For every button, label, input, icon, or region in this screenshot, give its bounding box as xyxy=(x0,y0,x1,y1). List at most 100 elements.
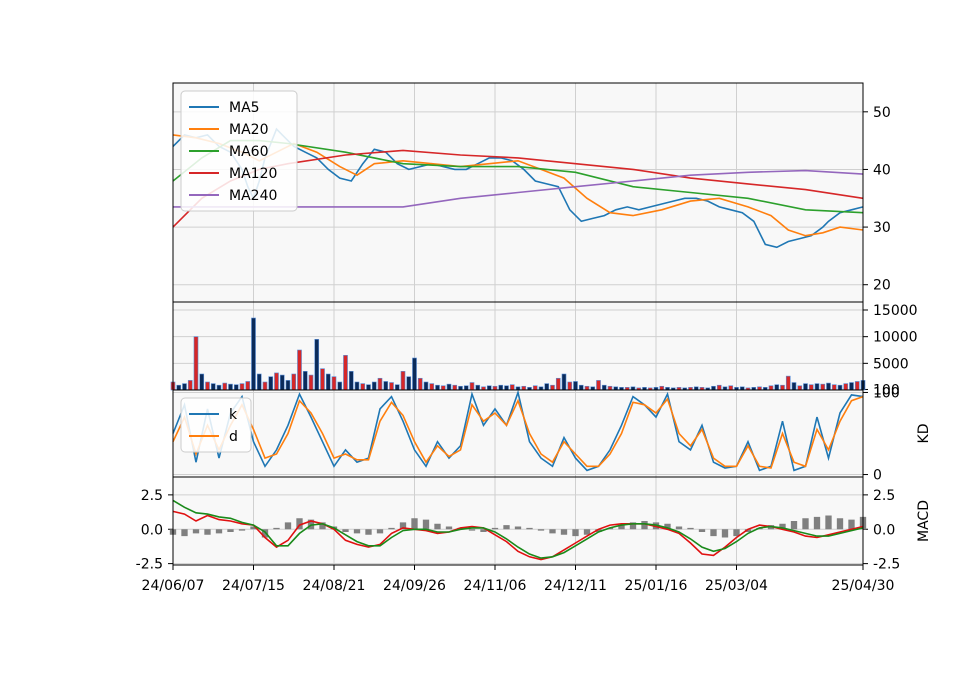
macd-histogram-bar xyxy=(514,526,522,530)
plot-background xyxy=(173,302,863,390)
volume-bar xyxy=(826,382,831,391)
macd-histogram-bar xyxy=(296,518,303,530)
x-tick-label: 25/04/30 xyxy=(832,578,895,594)
volume-panel: 100 5000 10000 15000 xyxy=(170,301,918,398)
y-axis-label: KD xyxy=(916,424,932,444)
legend-label: MA240 xyxy=(229,188,277,204)
macd-histogram-bar xyxy=(744,529,752,532)
macd-histogram-bar xyxy=(721,529,729,538)
volume-bar xyxy=(843,383,849,391)
legend-box xyxy=(180,397,252,453)
x-tick-label: 24/12/11 xyxy=(544,578,607,594)
volume-bar xyxy=(314,339,320,391)
volume-bar xyxy=(251,317,256,391)
series-line-1 xyxy=(172,499,864,559)
series-line-0 xyxy=(172,510,864,561)
volume-bar xyxy=(291,373,297,391)
macd-histogram-bar xyxy=(422,519,430,530)
macd-histogram-bar xyxy=(261,529,269,538)
volume-bar xyxy=(222,382,228,391)
volume-bar xyxy=(504,385,509,391)
volume-bar xyxy=(389,382,394,391)
y-tick-label: 0 xyxy=(873,468,882,484)
x-tick-label: 24/08/21 xyxy=(303,578,366,594)
macd-histogram-bar xyxy=(733,529,740,537)
volume-bar xyxy=(458,385,463,391)
macd-histogram-bar xyxy=(445,526,453,530)
macd-histogram-bar xyxy=(641,521,648,530)
volume-bar xyxy=(366,384,371,391)
macd-histogram-bar xyxy=(687,527,694,530)
macd-histogram-bar xyxy=(411,518,418,530)
volume-bar xyxy=(492,385,498,391)
macd-histogram-bar xyxy=(848,519,855,530)
volume-bar xyxy=(285,380,291,391)
volume-bar xyxy=(308,374,314,391)
volume-bar xyxy=(400,371,406,391)
macd-histogram-bar xyxy=(181,529,188,537)
volume-bar xyxy=(498,384,504,391)
volume-bar xyxy=(475,384,481,391)
volume-bar xyxy=(601,384,607,391)
macd-histogram-bar xyxy=(503,525,510,530)
volume-bar xyxy=(354,381,360,391)
volume-bar xyxy=(176,384,182,391)
volume-bar xyxy=(785,375,791,391)
y-tick-label: 5000 xyxy=(873,356,909,372)
volume-bar xyxy=(711,385,716,391)
macd-histogram-bar xyxy=(710,529,717,537)
macd-histogram-bar xyxy=(227,529,234,532)
y-tick-label: 100 xyxy=(873,385,900,401)
macd-histogram-bar xyxy=(836,518,844,530)
x-tick-label: 24/11/06 xyxy=(464,578,527,594)
macd-histogram-bar xyxy=(491,527,499,530)
volume-bar xyxy=(567,381,573,391)
macd-histogram-bar xyxy=(342,529,349,532)
volume-bar xyxy=(578,384,584,391)
volume-bar xyxy=(446,383,452,391)
volume-bar xyxy=(607,385,613,391)
volume-bar xyxy=(555,377,561,391)
legend-label: d xyxy=(229,429,238,445)
volume-bar xyxy=(797,385,803,391)
kd-panel: 0 100 KD kd xyxy=(172,385,932,484)
volume-bar xyxy=(486,385,492,391)
macd-histogram-bar xyxy=(238,529,246,531)
volume-bar xyxy=(228,383,233,391)
series-line-ma240 xyxy=(173,169,864,208)
volume-bar xyxy=(268,376,274,391)
volume-bar xyxy=(343,355,348,391)
macd-histogram-bar xyxy=(192,529,200,534)
volume-bar xyxy=(233,384,239,391)
macd-histogram-bar xyxy=(790,521,798,530)
legend-label: MA20 xyxy=(229,122,268,138)
volume-bar xyxy=(182,383,187,391)
macd-panel: -2.5 0.0 2.5 -2.5 0.0 2.5 MACD xyxy=(136,476,932,573)
macd-histogram-bar xyxy=(825,515,832,530)
macd-histogram-bar xyxy=(802,518,809,530)
volume-bar xyxy=(803,383,808,391)
macd-histogram-bar xyxy=(549,529,556,534)
macd-histogram-bar xyxy=(526,527,533,530)
y-tick-label: 40 xyxy=(873,162,891,178)
volume-bar xyxy=(297,349,302,391)
macd-histogram-bar xyxy=(365,529,372,535)
legend-label: k xyxy=(229,407,238,423)
volume-bar xyxy=(532,385,538,391)
volume-bar xyxy=(302,371,308,391)
legend-label: MA5 xyxy=(229,100,260,116)
macd-histogram-bar xyxy=(583,529,591,535)
volume-bar xyxy=(216,384,222,391)
volume-bar xyxy=(262,381,268,391)
volume-bar xyxy=(469,382,475,391)
volume-bar xyxy=(521,385,527,391)
panel-frame xyxy=(172,476,864,566)
macd-histogram-bar xyxy=(480,529,487,532)
y-tick-label: 2.5 xyxy=(873,488,895,504)
legend-box xyxy=(180,90,298,212)
volume-bar xyxy=(452,384,458,391)
volume-bar xyxy=(193,336,199,391)
macd-histogram-bar xyxy=(813,516,821,530)
